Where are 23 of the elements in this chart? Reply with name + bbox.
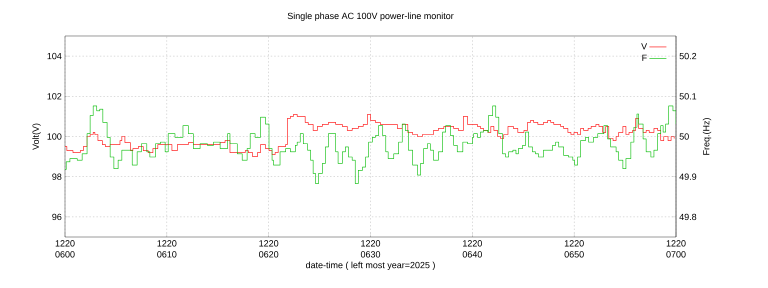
x-tick-label: 1220 0700 [666, 240, 686, 258]
y2-tick-label: 50.1 [680, 93, 696, 100]
y-tick-label: 102 [48, 93, 62, 100]
x-tick-label: 1220 0640 [462, 240, 482, 258]
x-axis-title: date-time ( left most year=2025 ) [306, 262, 435, 270]
x-tick-label: 1220 0650 [564, 240, 584, 258]
y-tick-label: 96 [52, 214, 62, 220]
y2-tick-label: 50.2 [680, 52, 696, 60]
x-tick-label: 1220 0620 [259, 240, 278, 258]
x-tick-label: 1220 0610 [157, 240, 176, 258]
y-tick-label: 98 [52, 174, 62, 180]
y2-axis-title: Freq.(Hz) [702, 118, 712, 155]
y-tick-label: 104 [48, 52, 62, 60]
y-tick-label: 100 [48, 133, 62, 140]
y2-tick-label: 49.8 [679, 214, 696, 220]
chart-title: Single phase AC 100V power-line monitor [288, 12, 454, 21]
y2-tick-label: 49.9 [679, 174, 696, 180]
legend-label: V [641, 43, 648, 50]
y-axis-title: Volt(V) [32, 124, 41, 150]
x-tick-label: 1220 0600 [55, 240, 75, 258]
y2-tick-label: 50 [680, 133, 689, 140]
legend-label: F [642, 54, 647, 61]
x-tick-label: 1220 0630 [360, 240, 380, 258]
